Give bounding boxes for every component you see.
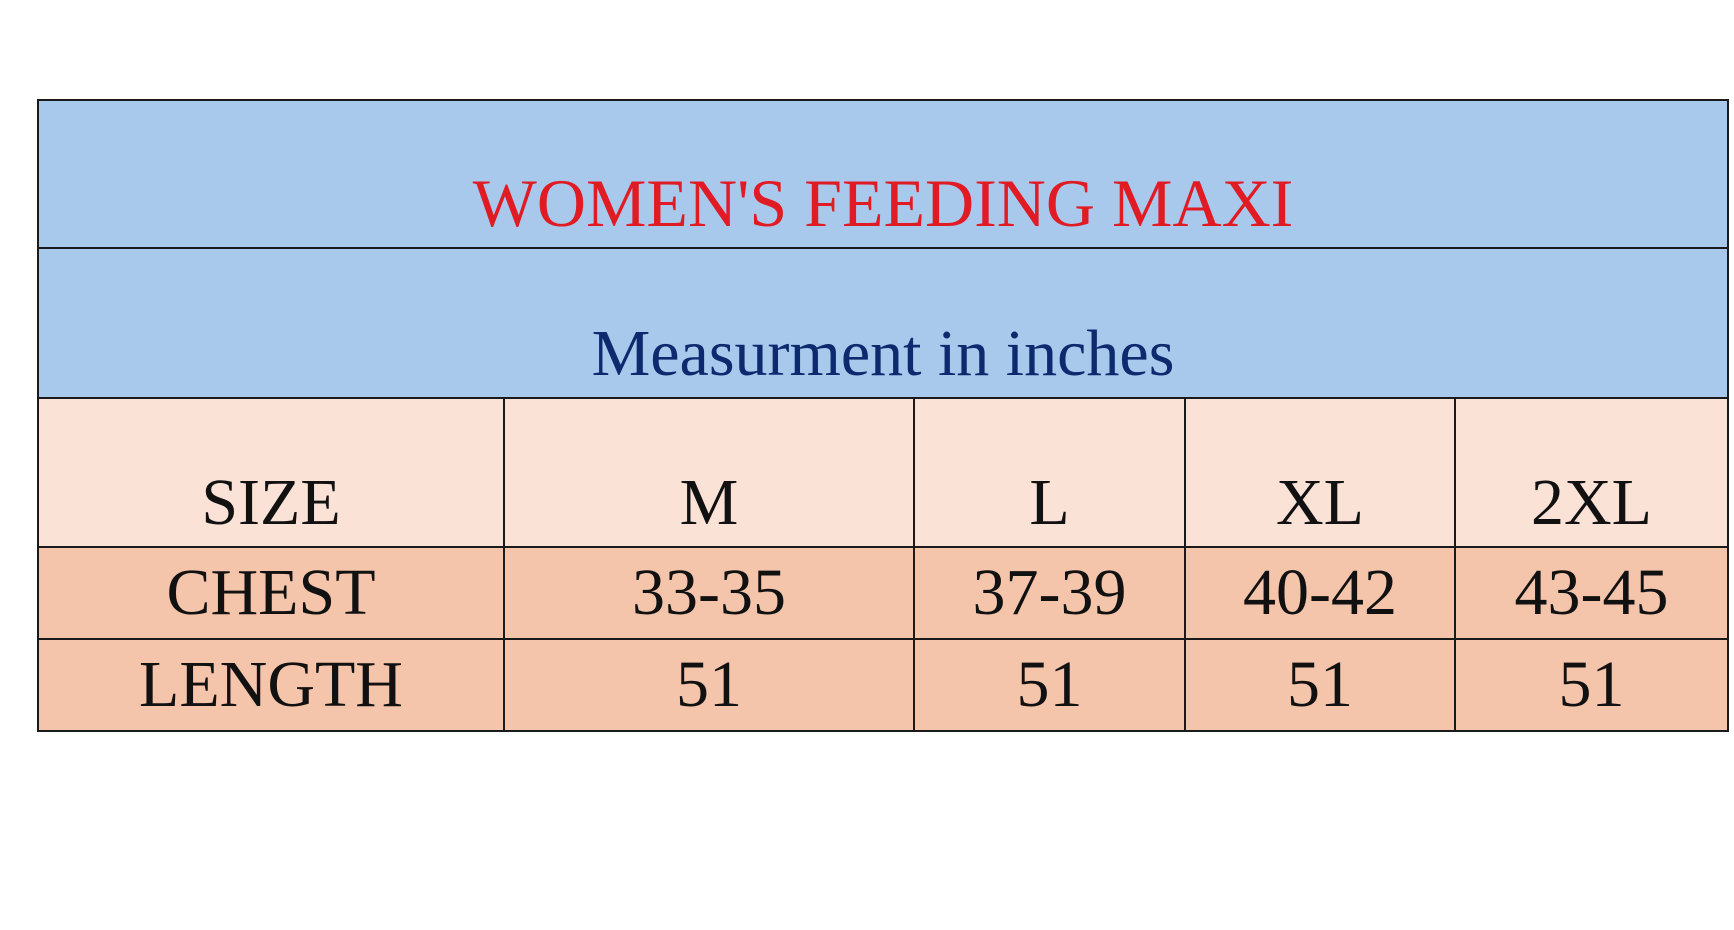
- size-cell-l: L: [913, 397, 1186, 548]
- length-value-m: 51: [503, 638, 915, 732]
- chest-value-l: 37-39: [913, 546, 1186, 640]
- chart-title-text: WOMEN'S FEEDING MAXI: [472, 165, 1294, 241]
- row-label-chest: CHEST: [37, 546, 505, 640]
- length-row: LENGTH 51 51 51 51: [37, 638, 1729, 732]
- size-chart-table: WOMEN'S FEEDING MAXI Measurment in inche…: [37, 99, 1729, 732]
- size-label-cell: SIZE: [37, 397, 505, 548]
- length-value-2xl: 51: [1454, 638, 1729, 732]
- row-label-length: LENGTH: [37, 638, 505, 732]
- subtitle-row: Measurment in inches: [37, 247, 1729, 399]
- chart-subtitle: Measurment in inches: [37, 247, 1729, 399]
- length-value-l: 51: [913, 638, 1186, 732]
- chart-subtitle-text: Measurment in inches: [591, 317, 1175, 390]
- size-cell-xl: XL: [1184, 397, 1456, 548]
- chest-value-xl: 40-42: [1184, 546, 1456, 640]
- chest-value-m: 33-35: [503, 546, 915, 640]
- chest-value-2xl: 43-45: [1454, 546, 1729, 640]
- size-cell-2xl: 2XL: [1454, 397, 1729, 548]
- chest-row: CHEST 33-35 37-39 40-42 43-45: [37, 546, 1729, 640]
- chart-title: WOMEN'S FEEDING MAXI: [37, 99, 1729, 249]
- size-cell-m: M: [503, 397, 915, 548]
- size-header-row: SIZE M L XL 2XL: [37, 397, 1729, 548]
- title-row: WOMEN'S FEEDING MAXI: [37, 99, 1729, 249]
- length-value-xl: 51: [1184, 638, 1456, 732]
